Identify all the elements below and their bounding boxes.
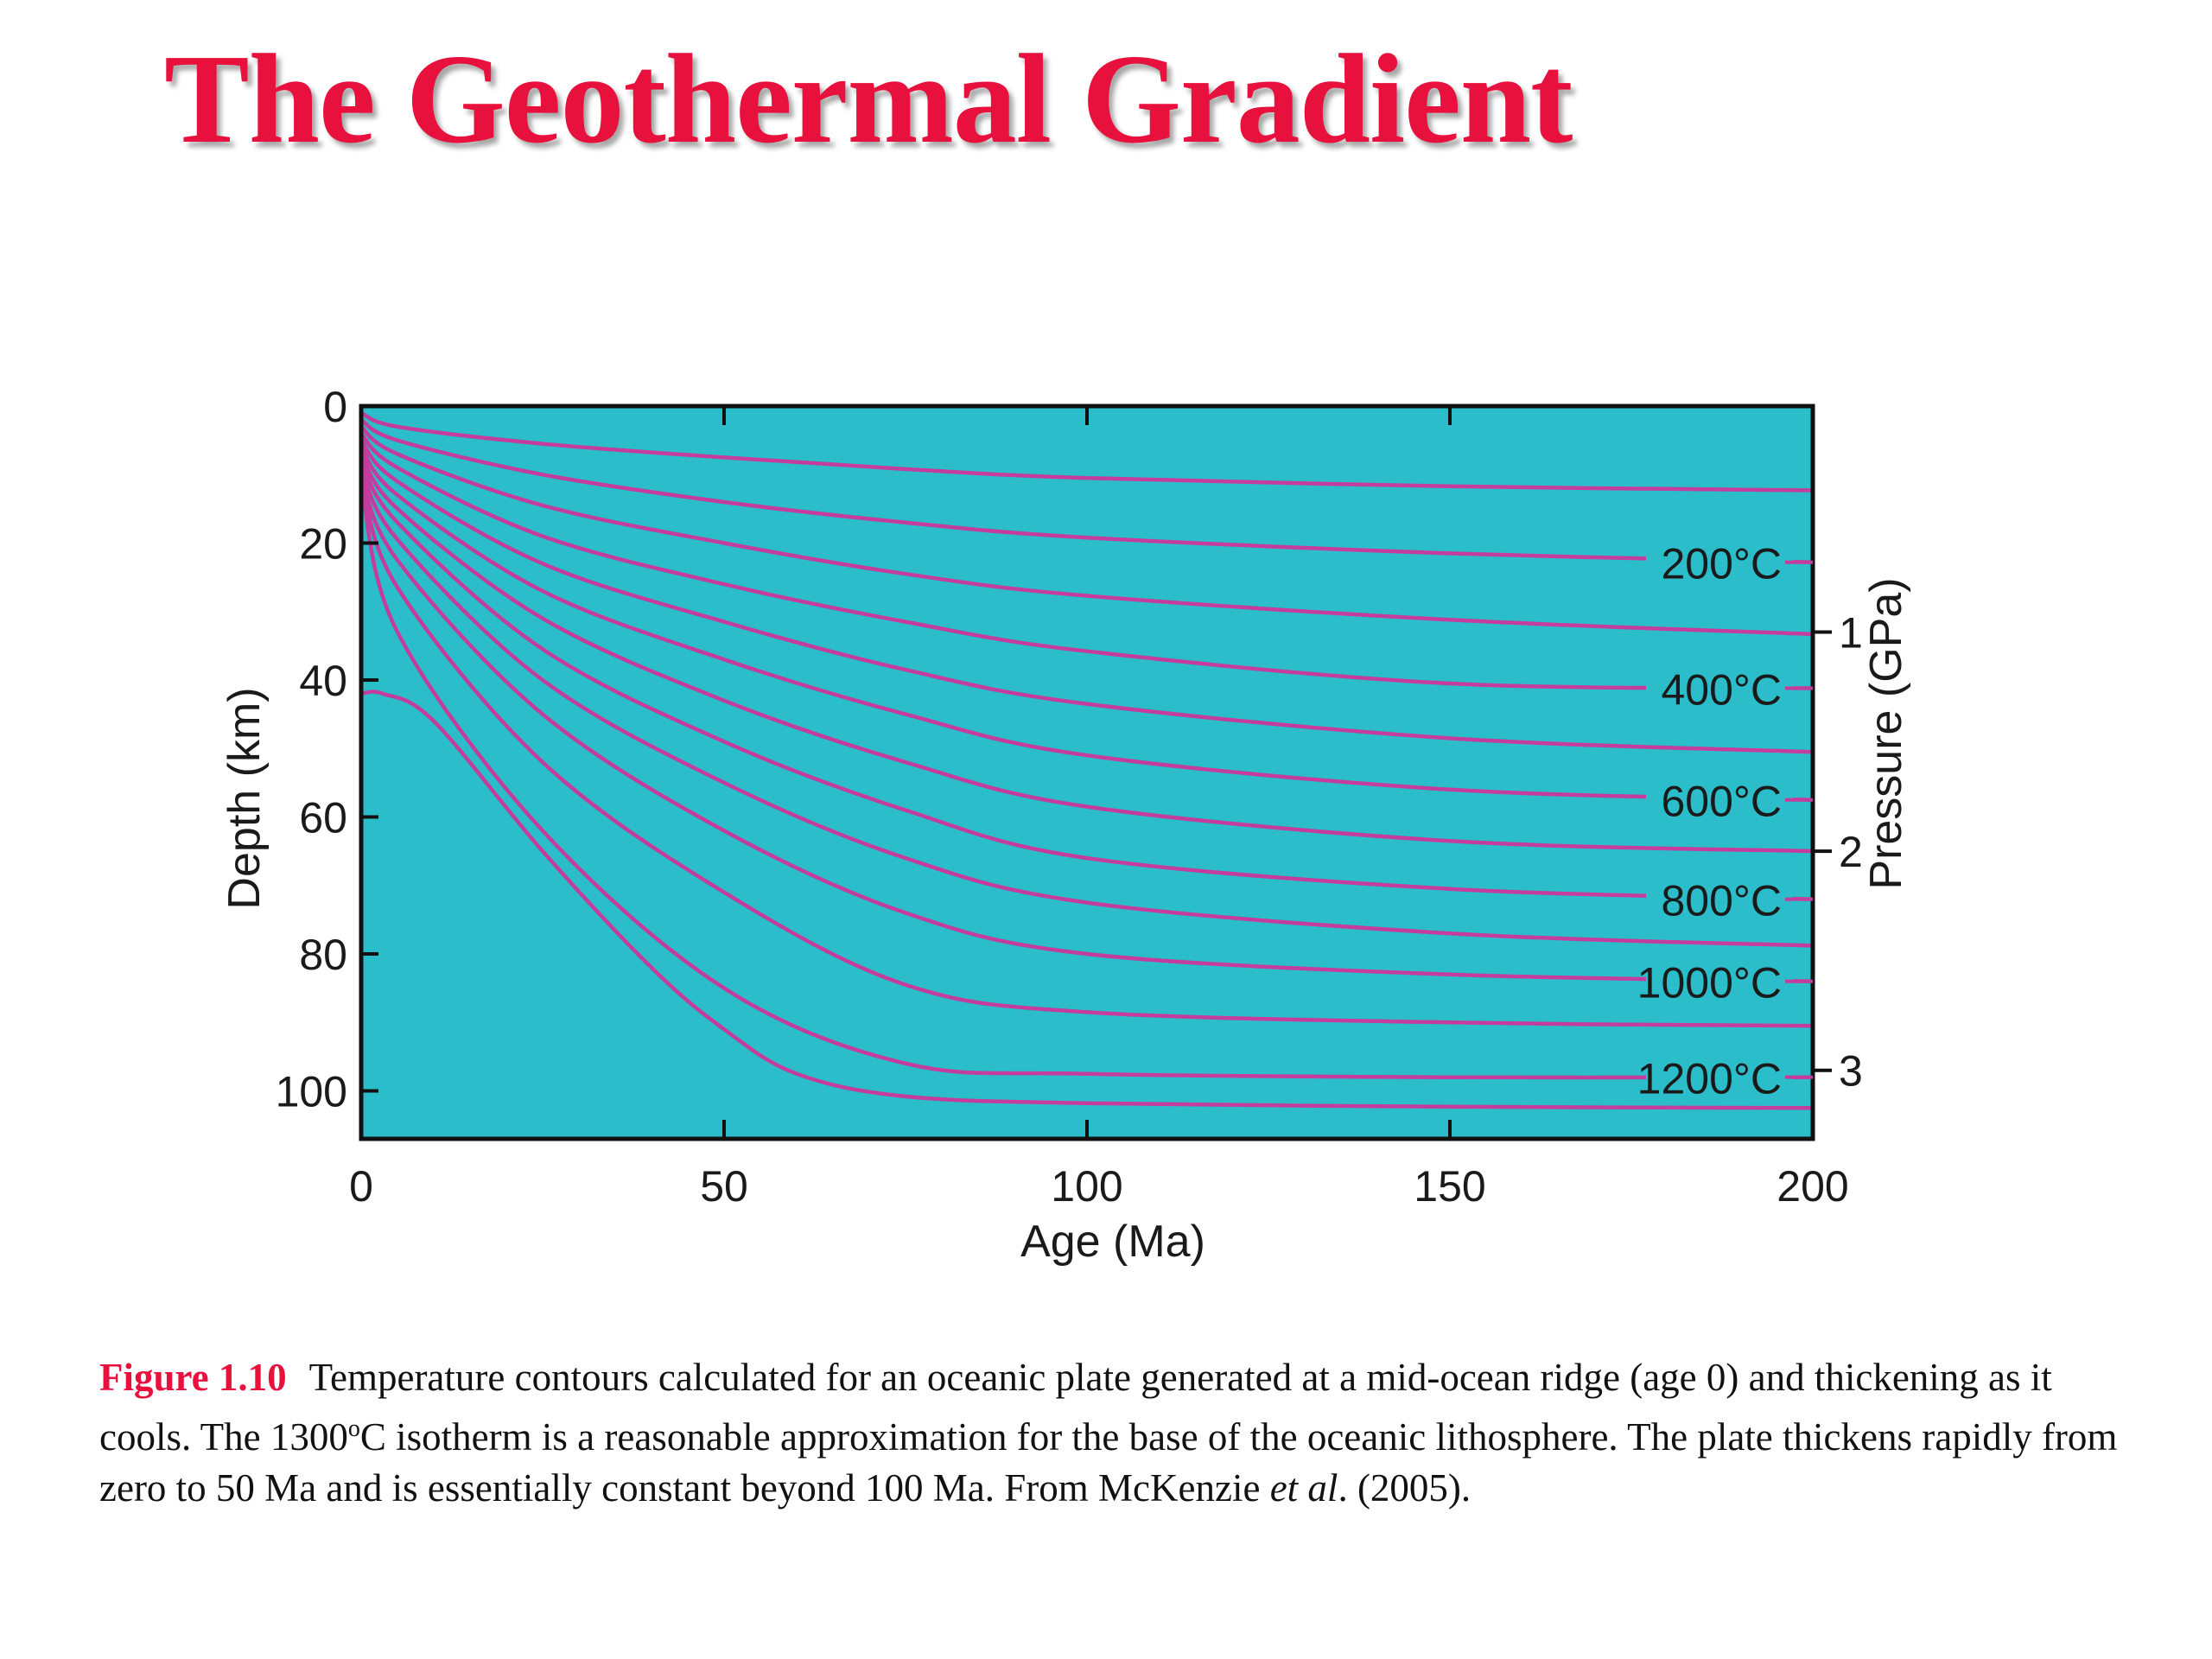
y2-tick-label: 3: [1839, 1047, 1863, 1096]
isotherm-line: [359, 432, 1814, 690]
axes: 200°C 400°C 600°C 800°C 1000°C 1200°C 0 50 100 15…: [276, 383, 1863, 1211]
isotherm-line: [359, 425, 1814, 637]
slide-title: The Geothermal Gradient: [164, 29, 1573, 170]
y2-tick-label: 1: [1839, 609, 1863, 658]
isotherm-label: 800°C: [1661, 877, 1782, 925]
isotherm-label-bg: [1646, 955, 1793, 1007]
isotherm-line: [359, 480, 1814, 1080]
x-tick-label: 50: [700, 1162, 748, 1211]
isotherm-line: [359, 477, 1814, 1028]
y-tick-label: 20: [299, 520, 347, 569]
isotherm-line: [360, 690, 1814, 1110]
y-tick-label: 40: [299, 657, 347, 705]
isotherm-label: 200°C: [1661, 540, 1782, 588]
caption-text-3: . (2005).: [1338, 1466, 1471, 1510]
isotherm-label: 600°C: [1661, 778, 1782, 826]
isotherm-chart: 200°C 400°C 600°C 800°C 1000°C 1200°C 0 50 100 15…: [219, 383, 1911, 1267]
isotherm-line: [359, 417, 1814, 564]
figure-caption: Figure 1.10 Temperature contours calculat…: [99, 1352, 2147, 1514]
isotherm-label-bg: [1646, 873, 1793, 925]
y-tick-label: 100: [276, 1068, 347, 1116]
isotherm-line: [359, 474, 1814, 983]
isotherm-label-bg: [1646, 773, 1793, 826]
x-tick-label: 0: [349, 1162, 373, 1211]
x-axis-label: Age (Ma): [1020, 1217, 1205, 1267]
caption-italic: et al: [1269, 1466, 1338, 1510]
isotherm-label: 1000°C: [1637, 959, 1782, 1007]
isotherm-line: [359, 460, 1814, 901]
y-tick-label: 60: [299, 794, 347, 842]
isotherm-line: [359, 446, 1814, 802]
isotherm-line: [359, 467, 1814, 948]
plot-area: [361, 406, 1813, 1139]
y-tick-label: 0: [323, 383, 347, 431]
x-tick-label: 100: [1051, 1162, 1122, 1211]
isotherm-label-bg: [1646, 536, 1793, 588]
y2-tick-label: 2: [1839, 828, 1863, 876]
isotherm-label-bg: [1646, 1051, 1793, 1103]
y-axis-label: Depth (km): [219, 687, 270, 909]
y-tick-label: 80: [299, 931, 347, 979]
x-tick-label: 150: [1414, 1162, 1485, 1211]
caption-superscript: o: [347, 1415, 360, 1442]
isotherm-label: 400°C: [1661, 666, 1782, 715]
figure-label: Figure 1.10: [99, 1356, 287, 1399]
isotherm-line: [359, 410, 1814, 493]
caption-text-2: C isotherm is a reasonable approximation…: [99, 1415, 2118, 1510]
isotherm-line: [359, 439, 1814, 754]
isotherm-label-bg: [1646, 662, 1793, 715]
isotherm-label: 1200°C: [1637, 1055, 1782, 1103]
x-tick-label: 200: [1777, 1162, 1848, 1211]
caption-text-1: Temperature contours calculated for an o…: [99, 1356, 2052, 1459]
isotherm-line: [359, 453, 1814, 854]
y2-axis-label: Pressure (GPa): [1861, 577, 1911, 889]
isotherm-lines: [359, 410, 1814, 1110]
